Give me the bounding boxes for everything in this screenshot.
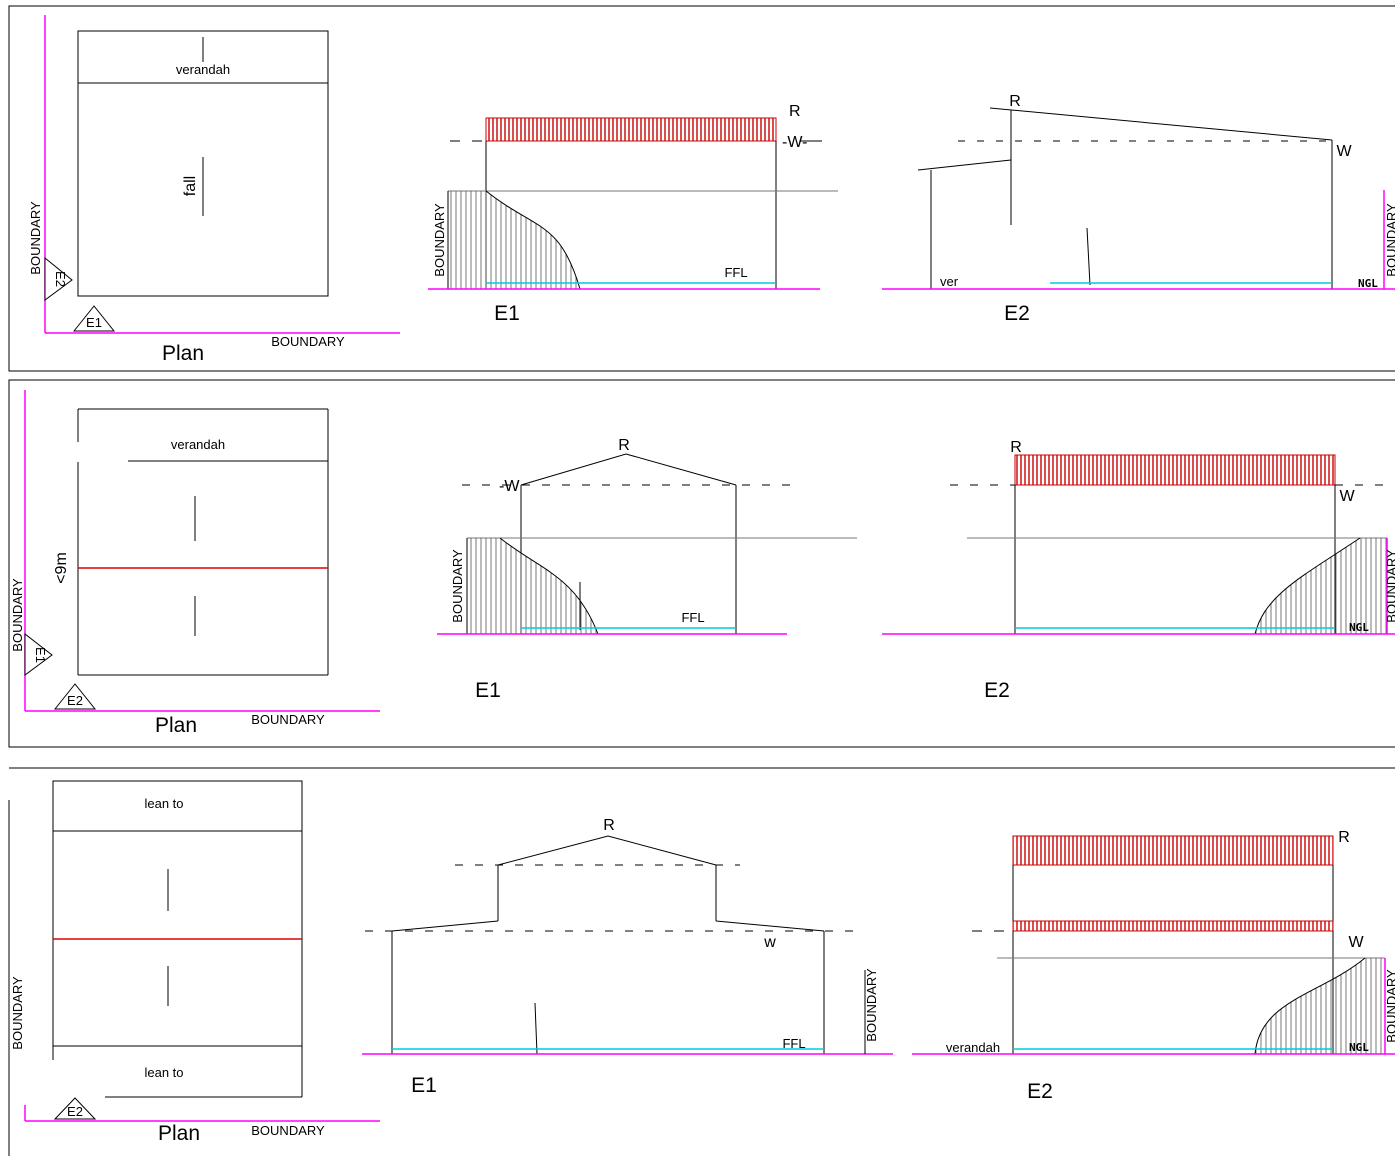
row-frame <box>8 379 1395 748</box>
row-1: verandah fall BOUNDARY E2 E1 Plan BOUNDA… <box>8 5 1395 372</box>
r-label: R <box>618 437 630 454</box>
w-label: W <box>1336 143 1352 160</box>
e2-title: E2 <box>984 679 1010 702</box>
elevation-e2: R W verandah NGL BOUNDARY E2 <box>912 829 1395 1103</box>
boundary-label: BOUNDARY <box>450 549 465 623</box>
plan-title: Plan <box>162 342 204 365</box>
plan-title: Plan <box>158 1122 200 1145</box>
roof-gable <box>497 835 717 866</box>
w-label: -W <box>499 478 520 495</box>
e1-marker-label: E1 <box>33 647 48 663</box>
row-2: verandah <9m BOUNDARY E1 E2 Plan BOUNDAR… <box>8 379 1395 748</box>
verandah-label: verandah <box>171 437 225 452</box>
e1-title: E1 <box>411 1074 437 1097</box>
ground-profile <box>1254 957 1366 1055</box>
plan-view: verandah <9m BOUNDARY E1 E2 Plan BOUNDAR… <box>10 390 380 737</box>
boundary-label: BOUNDARY <box>271 334 345 349</box>
ffl-label: FFL <box>681 610 704 625</box>
roof-gable <box>520 453 737 486</box>
roof-slope <box>989 107 1333 141</box>
boundary-label: BOUNDARY <box>1384 549 1395 623</box>
r-label: R <box>789 103 801 120</box>
lean-to-label: lean to <box>144 1065 183 1080</box>
fall-label: fall <box>182 176 199 196</box>
building-outline <box>77 82 329 297</box>
boundary-label: BOUNDARY <box>1384 969 1395 1043</box>
plan-title: Plan <box>155 714 197 737</box>
elevation-e2: R W ver NGL BOUNDARY E2 <box>882 93 1395 325</box>
elevation-e1: -W- R BOUNDARY FFL E1 <box>428 103 838 325</box>
e2-title: E2 <box>1004 302 1030 325</box>
plan-view: lean to lean to BOUNDARY E2 Plan BOUNDAR… <box>10 780 380 1145</box>
r-label: R <box>1010 439 1022 456</box>
boundary-label: BOUNDARY <box>28 201 43 275</box>
verandah-label: ver <box>940 274 959 289</box>
row-3: lean to lean to BOUNDARY E2 Plan BOUNDAR… <box>8 767 1395 1156</box>
ground-hatch <box>448 191 580 289</box>
e2-marker-icon <box>44 256 73 301</box>
ground-hatch <box>467 538 598 634</box>
ground-profile <box>499 537 599 635</box>
ngl-label: NGL <box>1349 621 1369 634</box>
boundary-label: BOUNDARY <box>10 976 25 1050</box>
dimension-label: <9m <box>53 552 70 584</box>
fall-arrow <box>534 1002 538 1055</box>
ffl-label: FFL <box>782 1036 805 1051</box>
verandah-label: verandah <box>176 62 230 77</box>
r-label: R <box>1009 93 1021 110</box>
e1-marker-icon <box>24 632 53 676</box>
e2-marker-label: E2 <box>67 1104 83 1119</box>
e2-marker-icon <box>53 1097 97 1120</box>
boundary-label: BOUNDARY <box>864 968 879 1042</box>
lean-to-label: lean to <box>144 796 183 811</box>
ground-hatch <box>1255 538 1387 634</box>
ffl-label: FFL <box>724 265 747 280</box>
row-frame <box>8 5 1395 372</box>
ground-profile <box>485 190 581 290</box>
w-label: w <box>763 934 776 951</box>
w-label: W <box>1348 934 1364 951</box>
boundary-label: BOUNDARY <box>1384 203 1395 277</box>
e2-marker-icon <box>53 683 97 710</box>
lean-to-roof <box>391 920 499 932</box>
w-label: -W- <box>782 134 807 151</box>
e1-marker-icon <box>72 305 116 332</box>
boundary-label: BOUNDARY <box>251 1123 325 1138</box>
ground-hatch <box>1255 958 1385 1054</box>
r-label: R <box>1338 829 1350 846</box>
verandah-label: verandah <box>946 1040 1000 1055</box>
boundary-label: BOUNDARY <box>432 203 447 277</box>
r-label: R <box>603 817 615 834</box>
fall-arrow <box>1086 227 1091 286</box>
verandah-roof <box>917 159 1012 171</box>
e2-marker-label: E2 <box>53 271 68 287</box>
wall-load-band <box>1014 454 1336 486</box>
e1-title: E1 <box>494 302 520 325</box>
e2-title: E2 <box>1027 1080 1053 1103</box>
lean-to-roof <box>715 920 825 932</box>
ngl-label: NGL <box>1349 1041 1369 1054</box>
plan-view: verandah fall BOUNDARY E2 E1 Plan BOUNDA… <box>28 15 400 365</box>
wall-load-band <box>485 117 777 142</box>
w-label: W <box>1339 488 1355 505</box>
wall-load-band <box>1012 835 1334 866</box>
wall-load-band <box>1012 920 1334 932</box>
elevation-e1: R w FFL BOUNDARY E1 <box>362 817 893 1097</box>
boundary-label: BOUNDARY <box>10 578 25 652</box>
ngl-label: NGL <box>1358 277 1378 290</box>
elevation-e1: R -W BOUNDARY FFL E1 <box>437 437 857 702</box>
ground-profile <box>1254 537 1361 635</box>
e1-title: E1 <box>475 679 501 702</box>
elevation-e2: R W NGL BOUNDARY E2 <box>882 439 1395 702</box>
e2-marker-label: E2 <box>67 693 83 708</box>
boundary-label: BOUNDARY <box>251 712 325 727</box>
e1-marker-label: E1 <box>86 315 102 330</box>
